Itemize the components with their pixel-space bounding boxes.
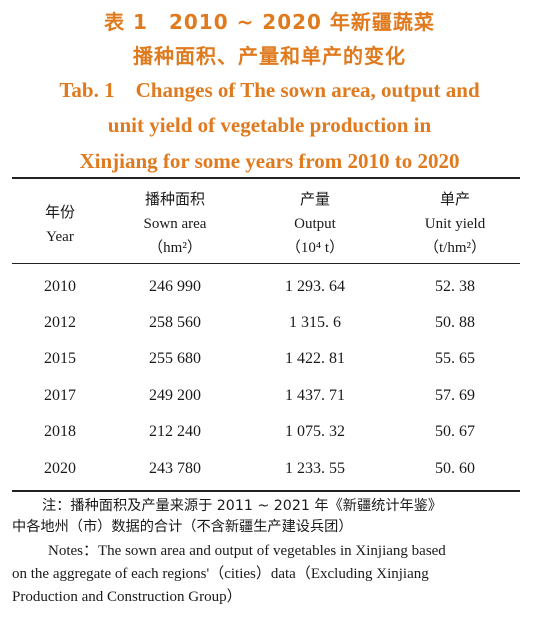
header-sown-area-cn: 播种面积 <box>144 192 205 208</box>
header-unit-yield: 单产 Unit yield （t/hm²） <box>390 188 520 260</box>
cell-unit-yield: 57. 69 <box>435 387 475 404</box>
cell-unit-yield: 50. 67 <box>435 423 475 440</box>
header-output-cn: 产量 <box>299 192 330 208</box>
header-year: 年份 Year <box>20 201 100 249</box>
note-cn-line-2: 中各地州（市）数据的合计（不含新疆生产建设兵团） <box>12 519 353 535</box>
header-sown-area-unit: （hm²） <box>148 240 202 256</box>
cell-sown-area: 249 200 <box>149 387 201 404</box>
table-row: 2017 249 200 1 437. 71 57. 69 <box>0 387 539 411</box>
cell-output: 1 437. 71 <box>285 387 345 404</box>
table-bottom-rule <box>12 490 520 492</box>
cell-year: 2020 <box>44 460 76 477</box>
note-en-line-3: Production and Construction Group） <box>12 589 242 605</box>
table-row: 2020 243 780 1 233. 55 50. 60 <box>0 460 539 484</box>
table-row: 2012 258 560 1 315. 6 50. 88 <box>0 314 539 338</box>
cell-year: 2018 <box>44 423 76 440</box>
cell-output: 1 315. 6 <box>289 314 341 331</box>
header-year-cn: 年份 <box>44 205 75 221</box>
cell-year: 2015 <box>44 350 76 367</box>
cell-sown-area: 243 780 <box>149 460 201 477</box>
header-output: 产量 Output （10⁴ t） <box>250 188 380 260</box>
cell-unit-yield: 55. 65 <box>435 350 475 367</box>
table-row: 2018 212 240 1 075. 32 50. 67 <box>0 423 539 447</box>
cell-unit-yield: 52. 38 <box>435 278 475 295</box>
cell-sown-area: 258 560 <box>149 314 201 331</box>
note-cn-line-1: 注：播种面积及产量来源于 2011 ~ 2021 年《新疆统计年鉴》 <box>42 498 443 514</box>
header-unit-yield-unit: （t/hm²） <box>424 240 486 256</box>
header-year-en: Year <box>46 229 74 245</box>
cell-year: 2010 <box>44 278 76 295</box>
header-output-en: Output <box>294 216 336 232</box>
caption-en-line-2: unit yield of vegetable production in <box>107 113 432 137</box>
table-top-rule <box>12 177 520 179</box>
cell-sown-area: 246 990 <box>149 278 201 295</box>
cell-output: 1 075. 32 <box>285 423 345 440</box>
caption-cn-line-2: 播种面积、产量和单产的变化 <box>133 44 406 68</box>
header-unit-yield-en: Unit yield <box>424 216 486 232</box>
caption-cn-line-1: 表 1 2010 ~ 2020 年新疆蔬菜 <box>104 10 435 34</box>
note-en-line-1: Notes：The sown area and output of vegeta… <box>48 543 446 559</box>
cell-output: 1 293. 64 <box>285 278 345 295</box>
header-output-unit: （10⁴ t） <box>285 240 345 256</box>
table-row: 2010 246 990 1 293. 64 52. 38 <box>0 278 539 302</box>
cell-year: 2012 <box>44 314 76 331</box>
cell-unit-yield: 50. 88 <box>435 314 475 331</box>
cell-output: 1 422. 81 <box>285 350 345 367</box>
cell-year: 2017 <box>44 387 76 404</box>
header-unit-yield-cn: 单产 <box>439 192 470 208</box>
header-sown-area: 播种面积 Sown area （hm²） <box>110 188 240 260</box>
note-en-line-2: on the aggregate of each regions'（cities… <box>12 566 429 582</box>
caption-en-line-3: Xinjiang for some years from 2010 to 202… <box>79 149 460 173</box>
table-row: 2015 255 680 1 422. 81 55. 65 <box>0 350 539 374</box>
table-header-rule <box>12 263 520 264</box>
header-sown-area-en: Sown area <box>143 216 207 232</box>
cell-sown-area: 212 240 <box>149 423 201 440</box>
cell-output: 1 233. 55 <box>285 460 345 477</box>
cell-sown-area: 255 680 <box>149 350 201 367</box>
cell-unit-yield: 50. 60 <box>435 460 475 477</box>
caption-en-line-1: Tab. 1 Changes of The sown area, output … <box>59 78 480 102</box>
